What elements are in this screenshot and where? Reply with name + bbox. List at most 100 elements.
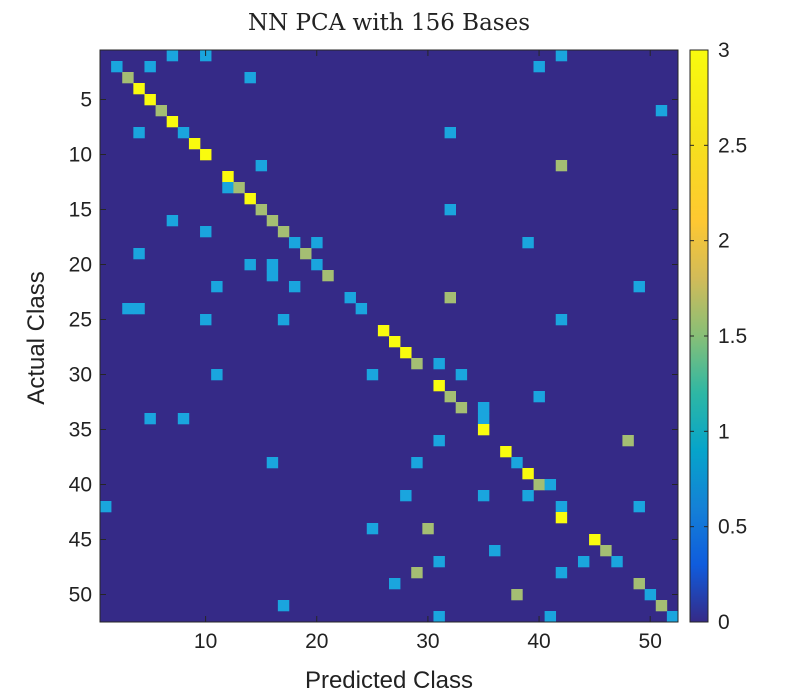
heatmap-cell	[266, 457, 279, 469]
heatmap-cell	[433, 556, 445, 568]
heatmap-cell	[555, 160, 568, 172]
heatmap-cell	[433, 380, 445, 392]
heatmap-cell	[555, 314, 568, 326]
heatmap-cell	[277, 314, 290, 326]
colorbar-tick-label: 3	[718, 39, 730, 62]
colorbar-tick-label: 2	[718, 230, 730, 253]
heatmap-cell	[288, 281, 301, 293]
heatmap-cell	[444, 391, 456, 403]
heatmap-cell	[255, 160, 268, 172]
x-tick-label: 30	[416, 630, 439, 653]
heatmap-cell	[477, 402, 490, 414]
y-tick-label: 50	[69, 584, 92, 607]
heatmap-cell	[155, 105, 167, 117]
heatmap-cell	[133, 127, 145, 139]
heatmap-cell	[533, 391, 545, 403]
heatmap-cell	[177, 127, 190, 139]
heatmap-cell	[100, 501, 112, 513]
heatmap-cell	[522, 490, 534, 502]
heatmap-cell	[389, 578, 401, 590]
heatmap-cell	[611, 556, 623, 568]
heatmap-cell	[166, 215, 179, 227]
heatmap-cell	[477, 413, 490, 425]
heatmap-cell	[633, 501, 645, 513]
heatmap-cell	[389, 336, 401, 348]
heatmap-cell	[166, 50, 179, 62]
heatmap-cell	[477, 490, 490, 502]
chart-title: NN PCA with 156 Bases	[248, 10, 530, 36]
heatmap-cell	[522, 468, 534, 480]
heatmap-cell	[133, 303, 145, 315]
heatmap-cell	[555, 501, 568, 513]
heatmap-cell	[266, 270, 279, 282]
heatmap-cell	[411, 567, 423, 579]
heatmap-cell	[222, 182, 234, 194]
y-tick-label: 20	[69, 254, 92, 277]
heatmap-cell	[366, 369, 379, 381]
heatmap-cell	[355, 303, 368, 315]
heatmap-cell	[233, 182, 245, 194]
heatmap-cell	[444, 292, 456, 304]
colorbar-tick-label: 1	[718, 420, 730, 443]
x-axis-ticks: 10 20 30 40 50	[194, 50, 662, 653]
heatmap-cell	[600, 545, 612, 557]
heatmap-cell	[544, 611, 557, 623]
y-tick-label: 30	[69, 364, 92, 387]
colorbar-tick-label: 0.5	[718, 516, 747, 539]
heatmap-cell	[377, 325, 390, 337]
heatmap-cell	[211, 281, 223, 293]
heatmap-cell	[622, 435, 634, 447]
heatmap-cell	[633, 578, 645, 590]
heatmap-cell	[500, 446, 512, 458]
heatmap-cell	[522, 237, 534, 249]
x-tick-label: 50	[639, 630, 662, 653]
heatmap-cell	[422, 523, 434, 535]
y-axis-label: Actual Class	[23, 271, 50, 404]
heatmap-cell	[633, 281, 645, 293]
heatmap-cell	[433, 358, 445, 370]
y-tick-label: 35	[69, 419, 92, 442]
heatmap-cell	[133, 83, 145, 95]
heatmap-cell	[144, 94, 156, 106]
heatmap-cell	[555, 567, 568, 579]
heatmap-cell	[455, 402, 468, 414]
heatmap-cell	[144, 61, 156, 73]
heatmap-cell	[266, 215, 279, 227]
heatmap-cell	[244, 193, 256, 205]
heatmap-cell	[544, 479, 557, 491]
heatmap-cell	[222, 171, 234, 183]
heatmap-cell	[477, 424, 490, 436]
heatmap-cell	[288, 237, 301, 249]
heatmap-cell	[200, 149, 212, 161]
heatmap-cell	[200, 226, 212, 238]
heatmap-cell	[400, 347, 412, 359]
colorbar: 0 0.5 1 1.5 2 2.5 3	[689, 39, 747, 634]
x-tick-label: 10	[194, 630, 217, 653]
heatmap-cell	[188, 138, 201, 150]
y-tick-label: 40	[69, 474, 92, 497]
heatmap-cell	[255, 204, 268, 216]
heatmap-cell	[444, 127, 456, 139]
x-tick-label: 20	[305, 630, 328, 653]
heatmap-cell	[244, 72, 256, 84]
heatmap-cell	[366, 523, 379, 535]
heatmap-cell	[577, 556, 590, 568]
y-tick-label: 15	[69, 199, 92, 222]
heatmap-cell	[322, 270, 334, 282]
heatmap-cell	[122, 303, 134, 315]
heatmap-cell	[266, 259, 279, 271]
y-tick-label: 5	[80, 89, 92, 112]
heatmap-cell	[300, 248, 312, 260]
heatmap-cell	[666, 611, 679, 623]
heatmap-cell	[411, 457, 423, 469]
heatmap-cell	[133, 248, 145, 260]
heatmap-cell	[311, 259, 323, 271]
heatmap-cell	[533, 479, 545, 491]
heatmap-cell	[433, 611, 445, 623]
heatmap-cell	[444, 204, 456, 216]
heatmap-cell	[111, 61, 123, 73]
colorbar-tick-label: 0	[718, 611, 730, 634]
heatmap-cell	[277, 600, 290, 612]
heatmap-cell	[166, 116, 179, 128]
heatmap-cell	[511, 589, 523, 601]
